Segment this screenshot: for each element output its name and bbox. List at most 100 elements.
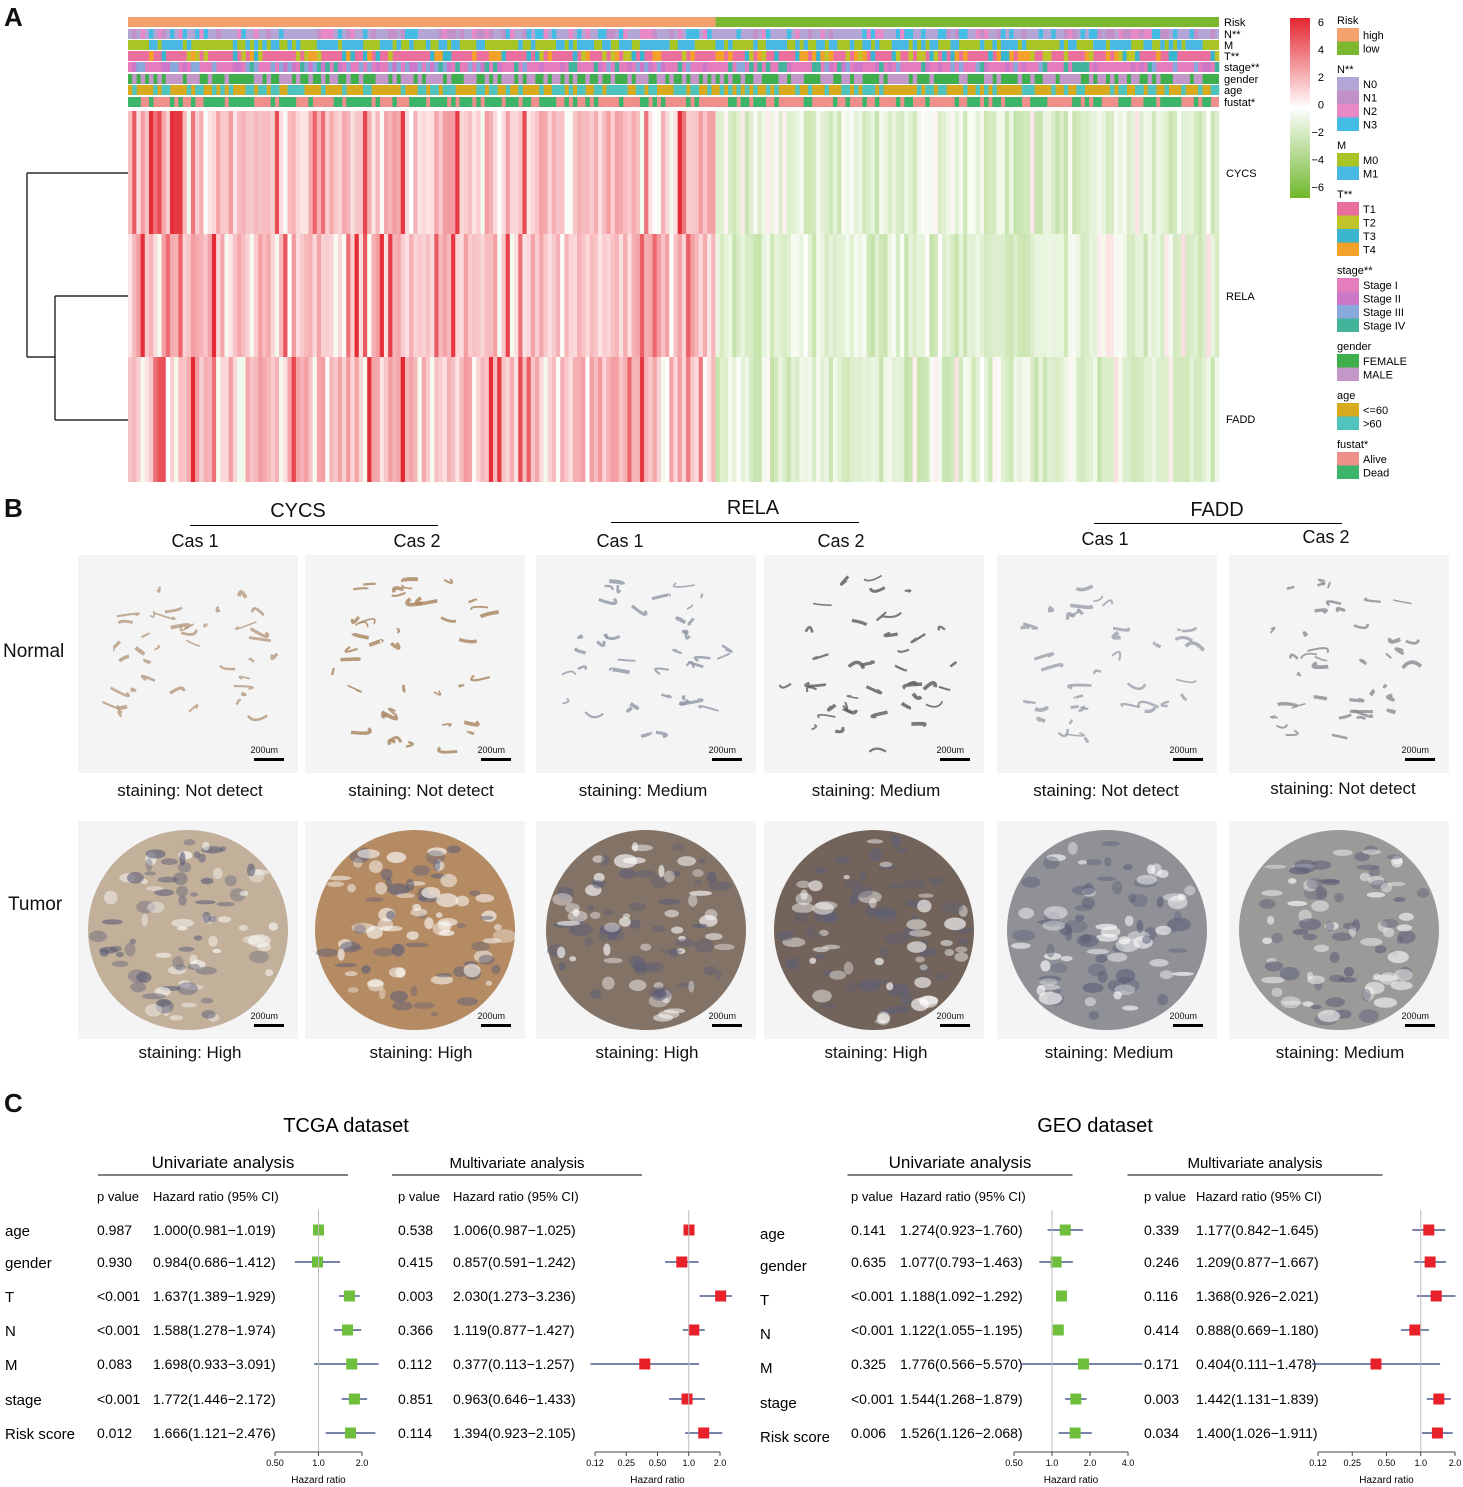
column-header-hr: Hazard ratio (95% CI) bbox=[153, 1189, 279, 1204]
p-value: 0.987 bbox=[97, 1222, 132, 1238]
hazard-ratio-text: 1.666(1.121−2.476) bbox=[153, 1425, 276, 1441]
staining-caption: staining: High bbox=[824, 1043, 928, 1062]
column-header-p: p value bbox=[398, 1189, 440, 1204]
legend-group: gender FEMALE MALE bbox=[1337, 341, 1407, 382]
legend-swatch bbox=[1337, 104, 1359, 118]
scale-bar bbox=[1173, 1024, 1203, 1027]
hazard-ratio-point bbox=[639, 1358, 651, 1370]
p-value: 0.003 bbox=[1144, 1391, 1179, 1407]
legend-item-label: FEMALE bbox=[1363, 356, 1407, 368]
ihc-tissue-image: 200um bbox=[78, 555, 298, 773]
scale-tick-label: 0 bbox=[1318, 100, 1324, 112]
legend-item-label: <=60 bbox=[1363, 405, 1388, 417]
heatmap-row-rela bbox=[128, 234, 1220, 357]
scale-bar-label: 200um bbox=[477, 1011, 505, 1021]
legend-item-label: N3 bbox=[1363, 120, 1377, 132]
p-value: 0.114 bbox=[398, 1425, 432, 1441]
legend-item-label: M1 bbox=[1363, 169, 1378, 181]
legend-group: M M0 M1 bbox=[1337, 140, 1378, 181]
legend-title: T** bbox=[1337, 189, 1353, 201]
p-value: 0.366 bbox=[398, 1322, 433, 1338]
scale-bar-label: 200um bbox=[1169, 745, 1197, 755]
gene-label-rela: RELA bbox=[1226, 291, 1255, 303]
column-header-hr: Hazard ratio (95% CI) bbox=[900, 1189, 1026, 1204]
case-label: Cas 1 bbox=[596, 531, 644, 551]
hazard-ratio-point bbox=[1370, 1358, 1382, 1370]
x-tick-label: 1.0 bbox=[1046, 1458, 1059, 1468]
x-axis-label: Hazard ratio bbox=[1359, 1475, 1414, 1486]
scale-bar-label: 200um bbox=[1401, 1011, 1429, 1021]
staining-caption: staining: Not detect bbox=[348, 781, 494, 800]
ihc-tissue-image: 200um bbox=[997, 821, 1217, 1039]
scale-bar bbox=[481, 758, 511, 761]
covariate-label: gender bbox=[5, 1255, 52, 1272]
p-value: 0.325 bbox=[851, 1356, 886, 1372]
covariate-label: Risk score bbox=[5, 1426, 75, 1443]
legend-title: age bbox=[1337, 390, 1355, 402]
case-label: Cas 2 bbox=[817, 531, 865, 551]
legend-item-label: T4 bbox=[1363, 245, 1376, 257]
p-value: 0.415 bbox=[398, 1254, 433, 1270]
x-tick-label: 0.50 bbox=[649, 1458, 667, 1468]
analysis-title: Multivariate analysis bbox=[1187, 1155, 1322, 1172]
p-value: 0.034 bbox=[1144, 1425, 1179, 1441]
covariate-label: M bbox=[5, 1357, 18, 1374]
p-value: 0.171 bbox=[1144, 1356, 1179, 1372]
ihc-tissue-image: 200um bbox=[305, 821, 525, 1039]
hazard-ratio-point bbox=[345, 1427, 357, 1439]
hazard-ratio-point bbox=[1077, 1358, 1089, 1370]
scale-bar-label: 200um bbox=[708, 745, 736, 755]
hazard-ratio-point bbox=[1055, 1290, 1067, 1302]
staining-caption: staining: Medium bbox=[1044, 1043, 1174, 1062]
hazard-ratio-text: 1.119(0.877−1.427) bbox=[453, 1322, 575, 1338]
legend-item-label: Stage III bbox=[1363, 307, 1404, 319]
annotation-row-label: gender bbox=[1224, 74, 1259, 86]
dendrogram bbox=[26, 172, 128, 421]
scale-bar bbox=[712, 758, 742, 761]
case-label: Cas 2 bbox=[1302, 527, 1350, 547]
covariate-label: stage bbox=[5, 1392, 42, 1409]
hazard-ratio-point bbox=[1409, 1324, 1421, 1336]
hazard-ratio-point bbox=[343, 1290, 355, 1302]
annotation-row-label: M bbox=[1224, 40, 1233, 52]
legend-swatch bbox=[1337, 153, 1359, 167]
heatmap-cells bbox=[128, 111, 1220, 482]
hazard-ratio-point bbox=[1052, 1324, 1064, 1336]
hazard-ratio-text: 2.030(1.273−3.236) bbox=[453, 1288, 576, 1304]
legend-swatch bbox=[1337, 229, 1359, 243]
hazard-ratio-point bbox=[1424, 1256, 1436, 1268]
p-value: 0.003 bbox=[398, 1288, 433, 1304]
scale-bar-label: 200um bbox=[936, 745, 964, 755]
hazard-ratio-point bbox=[688, 1324, 700, 1336]
p-value: 0.083 bbox=[97, 1356, 132, 1372]
x-tick-label: 1.0 bbox=[312, 1458, 325, 1468]
hazard-ratio-text: 1.006(0.987−1.025) bbox=[453, 1222, 576, 1238]
scale-bar bbox=[1405, 1024, 1435, 1027]
dataset-title-geo: GEO dataset bbox=[1037, 1115, 1153, 1137]
legend-swatch bbox=[1337, 117, 1359, 131]
p-value: <0.001 bbox=[851, 1322, 894, 1338]
divider bbox=[611, 522, 859, 523]
staining-caption: staining: Not detect bbox=[117, 781, 263, 800]
hazard-ratio-text: 0.888(0.669−1.180) bbox=[1196, 1322, 1319, 1338]
legend-title: M bbox=[1337, 140, 1346, 152]
hazard-ratio-point bbox=[676, 1256, 688, 1268]
scale-tick-label: 2 bbox=[1318, 72, 1324, 84]
annotation-row-label: N** bbox=[1224, 29, 1241, 41]
legend-swatch bbox=[1337, 28, 1359, 42]
staining-caption: staining: Medium bbox=[578, 781, 708, 800]
forest-block: Univariate analysis p value Hazard ratio (… bbox=[97, 1153, 379, 1486]
scale-bar bbox=[481, 1024, 511, 1027]
ihc-tissue-image: 200um bbox=[997, 555, 1217, 773]
hazard-ratio-text: 1.588(1.278−1.974) bbox=[153, 1322, 276, 1338]
ihc-tissue-image: 200um bbox=[536, 555, 756, 773]
hazard-ratio-point bbox=[1431, 1427, 1443, 1439]
p-value: 0.635 bbox=[851, 1254, 886, 1270]
annotation-row-label: stage** bbox=[1224, 62, 1260, 74]
legend-item-label: low bbox=[1363, 44, 1380, 56]
legend-swatch bbox=[1337, 305, 1359, 319]
hazard-ratio-text: 1.274(0.923−1.760) bbox=[900, 1222, 1023, 1238]
scale-bar bbox=[1405, 758, 1435, 761]
hazard-ratio-text: 1.442(1.131−1.839) bbox=[1196, 1391, 1319, 1407]
